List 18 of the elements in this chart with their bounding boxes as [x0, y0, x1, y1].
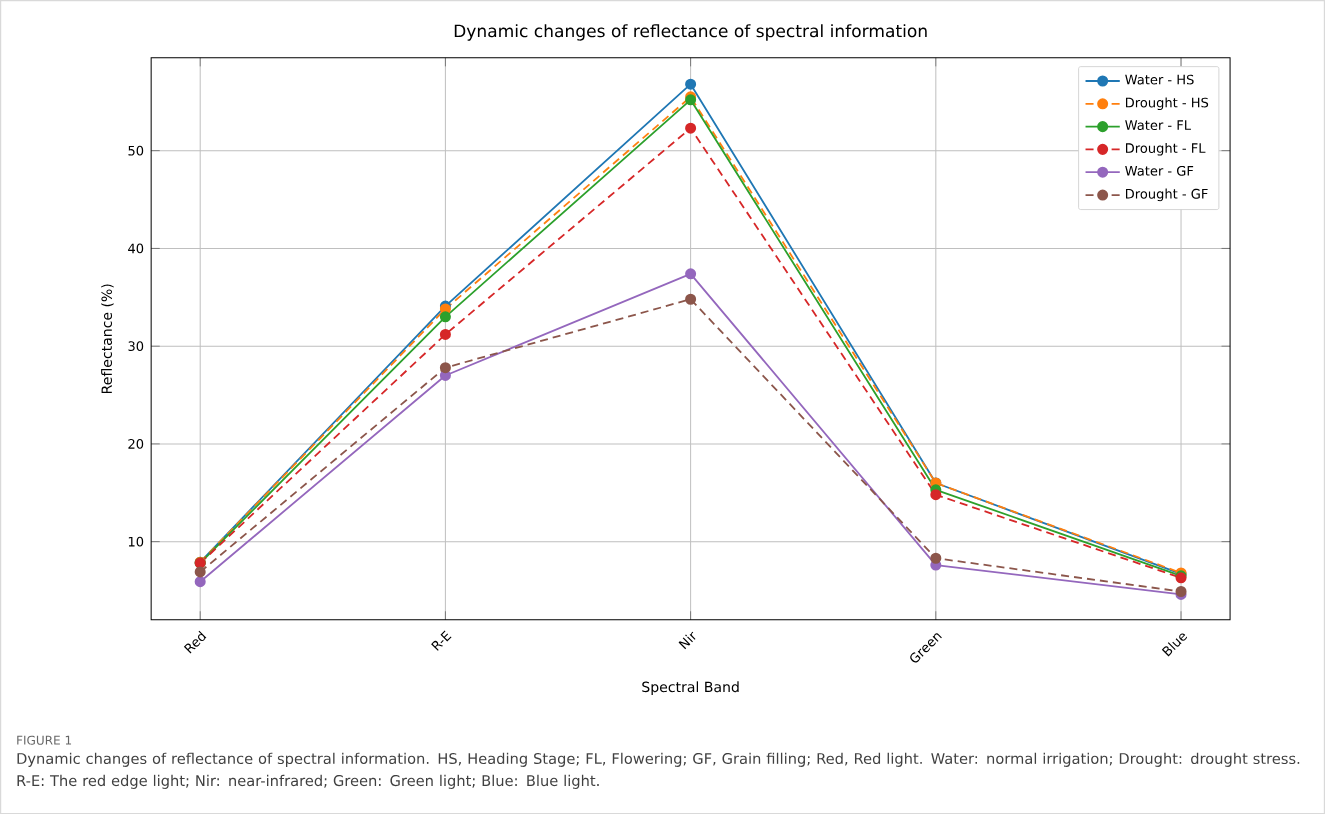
text: Dynamic changes of reflectance of spectral information. HS, Heading Stage; FL, Flowering; GF, Grain filling; Red, Red light. Water: normal irrigation; Drought: drought stress. R-E: The red edge light; Nir: near-infrared; Green: Green light; Blue: Blue light.	[17, 752, 1300, 789]
y-tick-label: 10	[128, 536, 144, 547]
legend-label: Water - GF	[1125, 165, 1194, 176]
x-axis-title: Spectral Band	[642, 681, 739, 695]
chart-title: Dynamic changes of reflectance of spectral information	[454, 24, 927, 41]
y-tick-label: 50	[128, 145, 144, 156]
legend-label: Water - HS	[1125, 74, 1194, 85]
y-axis-title: Reflectance (%)	[101, 284, 114, 393]
x-tick-label: Nir	[678, 631, 696, 650]
legend-label: Drought - GF	[1126, 188, 1208, 202]
y-tick-label: 20	[128, 438, 144, 449]
y-tick-label: 40	[128, 243, 144, 254]
y-tick-label: 30	[128, 341, 144, 352]
legend-label: Drought - FL	[1126, 142, 1206, 156]
x-tick-label: R-E	[431, 630, 452, 651]
legend-label: Water - FL	[1125, 120, 1191, 130]
legend-label: Drought - HS	[1126, 97, 1209, 110]
caption: FIGURE 1	[17, 735, 72, 745]
